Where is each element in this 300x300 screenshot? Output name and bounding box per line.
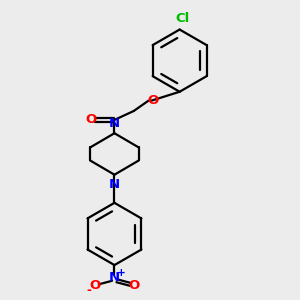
Text: O: O [90, 279, 101, 292]
Text: N: N [109, 178, 120, 191]
Text: N: N [109, 271, 120, 284]
Text: O: O [147, 94, 159, 107]
Text: O: O [128, 279, 139, 292]
Text: +: + [117, 268, 125, 278]
Text: Cl: Cl [176, 12, 190, 25]
Text: O: O [86, 113, 97, 126]
Text: -: - [86, 284, 91, 297]
Text: N: N [109, 117, 120, 130]
